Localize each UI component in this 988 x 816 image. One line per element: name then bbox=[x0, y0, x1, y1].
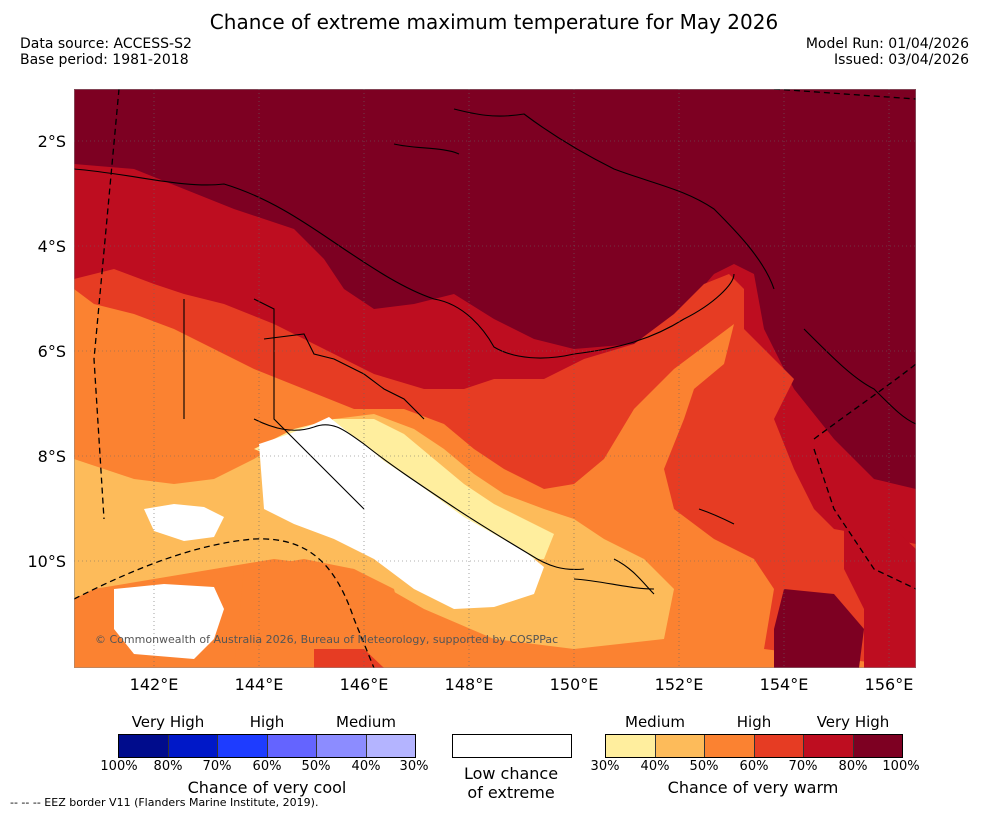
lat-label: 10°S bbox=[27, 552, 66, 571]
map-credit: © Commonwealth of Australia 2026, Bureau… bbox=[95, 633, 559, 646]
cool-scale-title: Chance of very cool bbox=[187, 778, 347, 797]
forecast-map bbox=[74, 89, 916, 668]
cool-tick: 70% bbox=[202, 759, 232, 774]
warm-level-medium: Medium bbox=[625, 713, 685, 731]
cool-tick: 50% bbox=[301, 759, 331, 774]
warm-tick: 70% bbox=[788, 759, 818, 774]
cool-tick: 40% bbox=[351, 759, 381, 774]
warm-tick: 60% bbox=[739, 759, 769, 774]
model-run-text: Model Run: 01/04/2026 bbox=[805, 36, 969, 52]
cool-swatch-2 bbox=[218, 735, 268, 757]
lon-label: 144°E bbox=[234, 675, 284, 694]
warm-scale-title: Chance of very warm bbox=[667, 778, 839, 797]
cool-level-medium: Medium bbox=[336, 713, 396, 731]
warm-level-high: High bbox=[736, 713, 772, 731]
eez-borders bbox=[74, 89, 916, 668]
cool-tick: 60% bbox=[252, 759, 282, 774]
cool-swatch-3 bbox=[267, 735, 317, 757]
lat-label: 8°S bbox=[37, 447, 66, 466]
lon-label: 148°E bbox=[444, 675, 494, 694]
warm-tick: 100% bbox=[882, 759, 920, 774]
issued-text: Issued: 03/04/2026 bbox=[834, 52, 969, 68]
cool-tick: 30% bbox=[399, 759, 429, 774]
data-source-text: Data source: ACCESS-S2 bbox=[20, 36, 192, 52]
meta-left: Data source: ACCESS-S2 Base period: 1981… bbox=[20, 36, 192, 68]
lon-label: 156°E bbox=[864, 675, 914, 694]
low-chance-line2: of extreme bbox=[467, 783, 555, 802]
low-chance-area bbox=[259, 417, 544, 609]
cool-color-bar bbox=[118, 734, 416, 758]
lat-label: 4°S bbox=[37, 237, 66, 256]
warm-swatch-4 bbox=[804, 735, 854, 757]
cool-swatch-5 bbox=[366, 735, 415, 757]
lon-label: 154°E bbox=[759, 675, 809, 694]
base-period-text: Base period: 1981-2018 bbox=[20, 52, 189, 68]
graticule bbox=[74, 89, 916, 668]
low-chance-line1: Low chance bbox=[463, 764, 559, 783]
cool-level-high: High bbox=[249, 713, 285, 731]
chart-title: Chance of extreme maximum temperature fo… bbox=[209, 10, 779, 34]
warm-level-very-high: Very High bbox=[816, 713, 890, 731]
lat-label: 2°S bbox=[37, 132, 66, 151]
warm-swatch-3 bbox=[754, 735, 804, 757]
cool-level-very-high: Very High bbox=[131, 713, 205, 731]
warm-tick: 30% bbox=[590, 759, 620, 774]
low-chance-swatch bbox=[452, 734, 572, 758]
cool-swatch-0 bbox=[119, 735, 169, 757]
warm-swatch-1 bbox=[655, 735, 705, 757]
warm-swatch-5 bbox=[853, 735, 902, 757]
warm-swatch-0 bbox=[606, 735, 656, 757]
cool-swatch-1 bbox=[168, 735, 218, 757]
eez-footnote: -- -- -- EEZ border V11 (Flanders Marine… bbox=[10, 796, 319, 809]
warm-tick: 80% bbox=[838, 759, 868, 774]
low-chance-title: Low chance of extreme bbox=[464, 764, 558, 802]
warm-tick: 40% bbox=[640, 759, 670, 774]
lon-label: 150°E bbox=[549, 675, 599, 694]
lon-label: 146°E bbox=[339, 675, 389, 694]
warm-tick: 50% bbox=[689, 759, 719, 774]
lon-label: 142°E bbox=[129, 675, 179, 694]
meta-right: Model Run: 01/04/2026 Issued: 03/04/2026 bbox=[806, 36, 969, 68]
cool-tick: 80% bbox=[153, 759, 183, 774]
cool-tick: 100% bbox=[100, 759, 138, 774]
warm-swatch-2 bbox=[705, 735, 755, 757]
warm-color-bar bbox=[605, 734, 903, 758]
lat-label: 6°S bbox=[37, 342, 66, 361]
lon-label: 152°E bbox=[654, 675, 704, 694]
cool-swatch-4 bbox=[317, 735, 367, 757]
